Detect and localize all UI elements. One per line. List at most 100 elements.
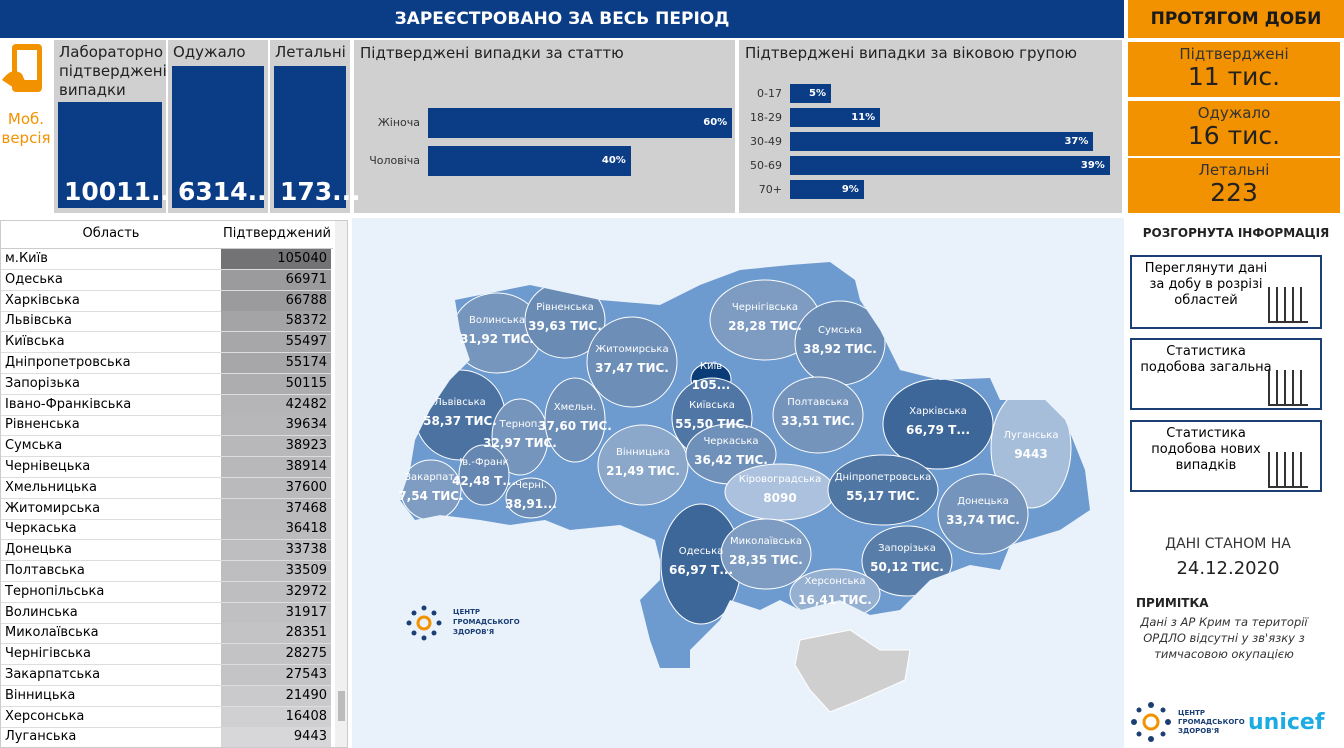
- region-name: м.Київ: [5, 251, 48, 266]
- region-value: 33,74 ТИС.: [946, 513, 1020, 527]
- region-name: Волинська: [469, 315, 525, 326]
- confirmed-cell: 27543: [221, 665, 331, 685]
- table-row: Рівненська 39634: [1, 415, 331, 437]
- region-table: Область Підтверджений м.Київ 105040 Одеськ…: [0, 220, 348, 748]
- region-name: Херсонська: [804, 576, 865, 587]
- logo-text: ЦЕНТР: [1178, 708, 1206, 717]
- confirmed-cell: 55497: [221, 332, 331, 353]
- confirmed-cell: 33509: [221, 561, 331, 581]
- region-value: 66,97 Т...: [669, 563, 733, 577]
- confirmed-cell: 42482: [221, 394, 331, 415]
- value-label: 60%: [703, 117, 728, 128]
- region: [597, 424, 689, 506]
- table-row: Херсонська 16408: [1, 706, 331, 728]
- table-row: Івано-Франківська 42482: [1, 394, 331, 416]
- table-row: Полтавська 33509: [1, 561, 331, 582]
- region-name: Львівська: [434, 396, 486, 408]
- map-logo: ЦЕНТР ГРОМАДСЬКОГО ЗДОРОВ'Я: [406, 605, 520, 641]
- button-icon: [1268, 370, 1308, 406]
- region-name: Харківська: [909, 405, 967, 417]
- confirmed-cell: 105040: [221, 249, 331, 269]
- confirmed-cell: 28351: [221, 623, 331, 644]
- region-name: Харківська: [5, 292, 80, 308]
- region-name: Одеська: [5, 271, 63, 287]
- button-icon: [1268, 287, 1308, 323]
- region-name: Закарпатська: [5, 667, 101, 682]
- confirmed-cell: 50115: [221, 373, 331, 394]
- logo-dot: [421, 635, 427, 641]
- scrollbar[interactable]: [335, 221, 347, 747]
- footer-logos: ЦЕНТР ГРОМАДСЬКОГО ЗДОРОВ'Я unicef: [1130, 700, 1340, 744]
- region-name: Чернігівська: [732, 301, 798, 313]
- region: [458, 444, 510, 506]
- table-row: Дніпропетровська 55174: [1, 353, 331, 374]
- region-name: Київська: [5, 334, 65, 350]
- region-value: 55,50 ТИС.: [675, 417, 749, 431]
- region-name: Вінницька: [616, 446, 670, 458]
- region: [861, 525, 953, 597]
- kpi-value: 10011...: [58, 102, 179, 208]
- confirmed-cell: 58372: [221, 311, 331, 332]
- date-title: ДАНІ СТАНОМ НА: [1165, 536, 1291, 552]
- category-label: Чоловіча: [369, 154, 420, 167]
- table-row: Запорізька 50115: [1, 373, 331, 395]
- confirmed-cell: 28275: [221, 644, 331, 665]
- value-label: 39%: [1080, 160, 1105, 171]
- table-row: Харківська 66788: [1, 290, 331, 312]
- category-label: 50-69: [750, 159, 782, 172]
- daily-card: Летальні 223: [1128, 158, 1340, 213]
- region-value: 38,92 ТИС.: [803, 342, 877, 356]
- date: 24.12.2020: [1176, 558, 1280, 579]
- button-icon: [1268, 452, 1308, 488]
- region-name: Рівненська: [5, 417, 80, 433]
- confirmed-cell: 66971: [221, 269, 331, 290]
- region-value: 33,51 ТИС.: [781, 414, 855, 428]
- region: [772, 376, 864, 454]
- kpi-value: 173...: [274, 66, 361, 208]
- category-label: 18-29: [750, 111, 782, 124]
- mobile-label: Моб. версія: [1, 110, 51, 147]
- kpi-title: Летальні: [275, 43, 346, 61]
- column-header: Підтверджений: [221, 221, 333, 249]
- region-name: Полтавська: [5, 563, 85, 578]
- value-label: 9%: [841, 184, 859, 195]
- confirmed-cell: 32972: [221, 581, 331, 602]
- kpi-value: 6314...: [172, 66, 276, 208]
- mobile-panel[interactable]: Моб. версія: [0, 40, 52, 213]
- region-name: Запорізька: [878, 542, 936, 554]
- region-name: Миколаївська: [730, 536, 802, 547]
- kpi-card: Летальні 173...: [270, 40, 361, 213]
- kpi-title: Одужало: [173, 43, 246, 61]
- region: [827, 454, 939, 526]
- age-panel: Підтверджені випадки за віковою групою 0…: [739, 40, 1122, 213]
- confirmed-cell: 33738: [221, 540, 331, 561]
- daily-value: 16 тис.: [1187, 121, 1281, 150]
- region-name: Одеська: [679, 546, 724, 557]
- region-value: 55,17 ТИС.: [846, 489, 920, 503]
- crimea: [794, 629, 911, 713]
- confirmed-cell: 66788: [221, 290, 331, 311]
- note: Дані з АР Крим та території ОРДЛО відсут…: [1140, 615, 1308, 661]
- region-name: Дніпропетровська: [5, 355, 131, 370]
- table-row: Вінницька 21490: [1, 685, 331, 707]
- daily-card: Підтверджені 11 тис.: [1128, 42, 1340, 97]
- table-row: Львівська 58372: [1, 311, 331, 333]
- region-name: Хмельн.: [554, 402, 597, 413]
- region-name: Чернівецька: [5, 459, 91, 474]
- region-value: 7,54 ТИС.: [398, 489, 463, 503]
- daily-card: Одужало 16 тис.: [1128, 101, 1340, 156]
- region: [505, 477, 557, 519]
- confirmed-cell: 31917: [221, 602, 331, 623]
- confirmed-cell: 38923: [221, 436, 331, 457]
- logo-dot: [406, 620, 412, 626]
- bar: 11%: [790, 108, 881, 127]
- region-name: Черкаська: [5, 521, 77, 537]
- logo-dot: [431, 610, 437, 616]
- daily-value: 223: [1210, 178, 1258, 207]
- logo-icon: [1131, 702, 1171, 742]
- confirmed-cell: 36418: [221, 519, 331, 540]
- region-name: Донецька: [957, 496, 1009, 507]
- region-name: Івано-Франківська: [5, 396, 132, 412]
- column-header: Область: [1, 221, 221, 249]
- value-label: 5%: [809, 88, 826, 99]
